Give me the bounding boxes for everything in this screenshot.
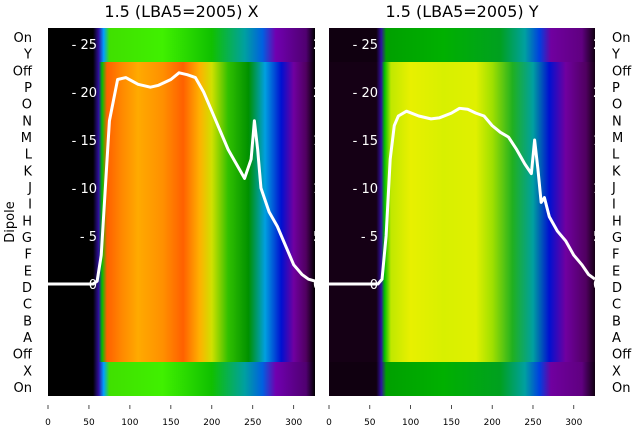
row-label: C <box>612 298 621 313</box>
row-label: G <box>612 231 622 246</box>
row-label: I <box>28 198 32 213</box>
row-label: Off <box>13 64 33 79</box>
row-label: H <box>612 214 622 229</box>
x-tick-label: 0 <box>326 418 332 428</box>
x-tick-label: 0 <box>45 418 51 428</box>
row-label: G <box>22 231 32 246</box>
panel-1: 1.5 (LBA5=2005) YOnYOffPONMLKJIHGFEDCBAO… <box>326 2 632 428</box>
row-label: On <box>14 31 32 46</box>
row-label: E <box>612 264 620 279</box>
overlay-y-tick-label: - 10 <box>353 182 378 197</box>
heatmap-inner-band <box>329 62 595 362</box>
row-label: L <box>612 148 620 163</box>
overlay-y-tick-label-right: 0 <box>313 278 321 293</box>
row-label: B <box>612 314 621 329</box>
row-label: J <box>27 181 32 196</box>
row-label: M <box>21 131 32 146</box>
overlay-y-tick-label-right: 10 <box>313 182 330 197</box>
overlay-y-tick-label-right: 5 <box>313 230 321 245</box>
row-label: On <box>14 381 32 396</box>
x-tick-label: 200 <box>203 418 220 428</box>
x-tick-label: 100 <box>402 418 419 428</box>
row-label: Y <box>611 48 620 63</box>
overlay-y-tick-label: - 5 <box>361 230 378 245</box>
x-tick-label: 250 <box>524 418 541 428</box>
spectrum-curve <box>48 71 316 286</box>
x-tick-label: 300 <box>285 418 302 428</box>
overlay-y-tick-label-right: 25 <box>593 38 610 53</box>
row-label: B <box>23 314 32 329</box>
overlay-y-tick-label-right: 5 <box>593 230 601 245</box>
row-label: Off <box>612 64 632 79</box>
overlay-y-tick-label-right: 20 <box>313 86 330 101</box>
x-tick-label: 50 <box>83 418 95 428</box>
x-tick-label: 250 <box>244 418 261 428</box>
row-label: O <box>22 98 32 113</box>
overlay-y-tick-label-right: 15 <box>313 134 330 149</box>
row-label: I <box>612 198 616 213</box>
x-tick-label: 100 <box>121 418 138 428</box>
x-tick-label: 150 <box>443 418 460 428</box>
row-label: N <box>612 114 622 129</box>
heatmap-inner-band <box>48 62 315 362</box>
row-label: X <box>612 364 621 379</box>
panel-title: 1.5 (LBA5=2005) X <box>104 2 258 21</box>
overlay-y-tick-label: - 15 <box>353 134 378 149</box>
row-label: D <box>612 281 622 296</box>
row-label: P <box>612 81 620 96</box>
row-label: F <box>612 248 619 263</box>
row-label: X <box>23 364 32 379</box>
row-label: Y <box>23 48 32 63</box>
row-label: A <box>612 331 621 346</box>
overlay-y-tick-label: - 10 <box>72 182 97 197</box>
row-label: On <box>612 31 630 46</box>
x-tick-label: 200 <box>484 418 501 428</box>
x-tick-label: 300 <box>565 418 582 428</box>
row-label: Off <box>13 348 33 363</box>
row-label: K <box>612 164 621 179</box>
row-label: J <box>611 181 616 196</box>
row-label: F <box>25 248 32 263</box>
overlay-y-tick-label: - 25 <box>72 38 97 53</box>
row-label: D <box>22 281 32 296</box>
overlay-y-tick-label-right: 15 <box>593 134 610 149</box>
row-label: Off <box>612 348 632 363</box>
panel-0: 1.5 (LBA5=2005) XOnYOffPONMLKJIHGFEDCBAO… <box>13 2 330 428</box>
row-label: P <box>24 81 32 96</box>
overlay-y-tick-label-right: 20 <box>593 86 610 101</box>
spectrum-curve <box>329 106 596 286</box>
row-label: N <box>22 114 32 129</box>
overlay-y-tick-label: - 25 <box>353 38 378 53</box>
row-label: K <box>23 164 32 179</box>
row-label: O <box>612 98 622 113</box>
overlay-y-tick-label-right: 25 <box>313 38 330 53</box>
x-tick-label: 50 <box>364 418 376 428</box>
overlay-y-tick-label: - 20 <box>353 86 378 101</box>
row-label: M <box>612 131 623 146</box>
row-label: C <box>23 298 32 313</box>
overlay-y-tick-label: - 5 <box>80 230 97 245</box>
panel-title: 1.5 (LBA5=2005) Y <box>385 2 538 21</box>
overlay-y-tick-label: - 20 <box>72 86 97 101</box>
overlay-y-tick-label-right: 0 <box>593 278 601 293</box>
overlay-y-tick-label-right: 10 <box>593 182 610 197</box>
x-tick-label: 150 <box>162 418 179 428</box>
row-label: L <box>25 148 33 163</box>
y-axis-label: Dipole <box>3 201 18 242</box>
row-label: On <box>612 381 630 396</box>
overlay-y-tick-label: - 15 <box>72 134 97 149</box>
row-label: E <box>24 264 32 279</box>
row-label: A <box>23 331 32 346</box>
row-label: H <box>22 214 32 229</box>
